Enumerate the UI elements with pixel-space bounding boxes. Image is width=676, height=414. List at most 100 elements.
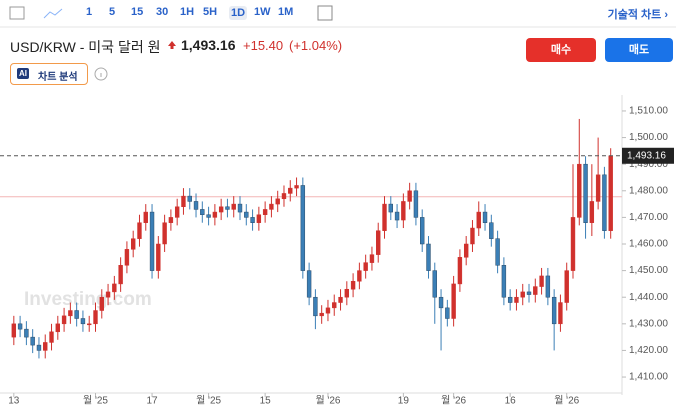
candle-body bbox=[306, 270, 312, 298]
last-price-box bbox=[622, 147, 674, 164]
candle-body bbox=[558, 302, 563, 325]
up-arrow bbox=[168, 41, 176, 49]
x-tick-label: 월 '25 bbox=[83, 395, 108, 407]
indicator-icon[interactable] bbox=[317, 5, 333, 21]
candle-body bbox=[174, 206, 180, 218]
info-icon[interactable] bbox=[94, 67, 108, 81]
y-tick-label: 1,480.00 bbox=[629, 185, 668, 196]
watermark: Investing.com bbox=[24, 289, 152, 310]
candle-body bbox=[281, 193, 287, 200]
candle-body bbox=[533, 286, 538, 295]
candle-body bbox=[551, 296, 557, 325]
ai-label: 차트 분석 bbox=[38, 72, 78, 83]
candle-body bbox=[168, 217, 174, 223]
change: +15.40 bbox=[243, 38, 284, 53]
candle-body bbox=[394, 211, 400, 221]
candle-body bbox=[231, 203, 236, 210]
interval-button[interactable]: 1W bbox=[254, 6, 271, 18]
interval-button[interactable]: 1M bbox=[278, 6, 294, 18]
candle-body bbox=[105, 291, 111, 298]
line-icon[interactable] bbox=[43, 8, 63, 19]
x-tick-label: 월 '25 bbox=[196, 395, 221, 407]
candle-body bbox=[570, 217, 576, 271]
candle-body bbox=[124, 249, 130, 266]
candle-icon[interactable] bbox=[9, 6, 25, 20]
toolbar-icons bbox=[0, 5, 676, 28]
interval-button[interactable]: 5 bbox=[109, 6, 116, 18]
candle-body bbox=[432, 270, 437, 298]
candle-body bbox=[162, 222, 167, 245]
y-tick-label: 1,470.00 bbox=[629, 212, 668, 223]
candle-body bbox=[55, 323, 60, 333]
interval-button[interactable]: 1H bbox=[180, 6, 195, 18]
change-percent: (+1.04%) bbox=[289, 38, 343, 53]
candle-body bbox=[482, 211, 488, 223]
interval-button[interactable]: 5H bbox=[203, 6, 218, 18]
candle-body bbox=[325, 307, 331, 314]
candle-body bbox=[187, 195, 192, 202]
candle-body bbox=[451, 283, 456, 319]
candle-body bbox=[495, 238, 500, 266]
candle-body bbox=[445, 307, 450, 319]
candle-body bbox=[476, 211, 481, 229]
price: 1,493.16 bbox=[181, 37, 236, 53]
candle-body bbox=[363, 262, 368, 271]
candle-body bbox=[24, 328, 29, 338]
technical-link[interactable]: 기술적 차트 › bbox=[607, 9, 668, 21]
y-tick-label: 1,510.00 bbox=[629, 106, 668, 117]
x-tick-label: 15 bbox=[260, 396, 272, 407]
candle-body bbox=[583, 163, 588, 223]
candle-body bbox=[608, 155, 613, 231]
candle-body bbox=[413, 190, 419, 218]
candle-body bbox=[244, 211, 249, 218]
candle-body bbox=[200, 209, 205, 215]
candle-body bbox=[288, 187, 293, 194]
candle-body bbox=[250, 217, 255, 223]
candle-body bbox=[376, 230, 381, 255]
candle-body bbox=[577, 163, 582, 218]
interval-button[interactable]: 15 bbox=[131, 6, 144, 18]
candle-body bbox=[300, 185, 306, 271]
candle-body bbox=[382, 203, 387, 231]
candle-body bbox=[407, 190, 412, 202]
candle-body bbox=[338, 296, 343, 303]
candle-body bbox=[520, 291, 525, 298]
candle-body bbox=[350, 281, 356, 290]
candle-body bbox=[30, 336, 35, 346]
candle-body bbox=[49, 331, 54, 343]
symbol: USD/KRW - 미국 달러 원 bbox=[10, 39, 161, 55]
x-tick-label: 13 bbox=[8, 396, 20, 407]
candle-body bbox=[564, 270, 569, 303]
interval-button[interactable]: 1D bbox=[229, 6, 248, 20]
candle-body bbox=[313, 296, 318, 317]
candle-body bbox=[545, 275, 551, 298]
y-tick-label: 1,460.00 bbox=[629, 239, 668, 250]
candle-body bbox=[193, 201, 199, 210]
candle-body bbox=[206, 214, 211, 218]
candle-body bbox=[369, 254, 375, 263]
candle-body bbox=[602, 174, 607, 231]
sell-button[interactable]: 매도 bbox=[605, 38, 673, 62]
candle-body bbox=[87, 323, 92, 326]
candle-body bbox=[181, 195, 186, 208]
last-price-label: 1,493.16 bbox=[627, 150, 666, 161]
interval-button[interactable]: 1 bbox=[86, 6, 93, 18]
candle-body bbox=[501, 265, 507, 298]
x-tick-label: 월 '26 bbox=[554, 395, 579, 407]
candle-body bbox=[357, 270, 362, 282]
candle-body bbox=[275, 198, 280, 205]
candle-body bbox=[225, 206, 230, 210]
candle-body bbox=[332, 302, 337, 309]
ai-analysis-button[interactable]: AI 차트 분석 bbox=[10, 63, 88, 85]
candle-body bbox=[426, 243, 431, 271]
x-tick-label: 17 bbox=[146, 396, 158, 407]
candle-body bbox=[470, 227, 475, 245]
candle-body bbox=[514, 296, 519, 303]
y-tick-label: 1,430.00 bbox=[629, 318, 668, 329]
y-tick-label: 1,490.00 bbox=[629, 159, 668, 170]
candle-body bbox=[137, 222, 142, 239]
interval-button[interactable]: 30 bbox=[156, 6, 169, 18]
buy-button[interactable]: 매수 bbox=[526, 38, 596, 62]
candle-body bbox=[319, 312, 324, 317]
